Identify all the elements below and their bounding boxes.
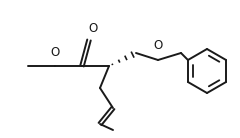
Text: O: O xyxy=(88,22,98,35)
Text: O: O xyxy=(153,39,163,52)
Text: O: O xyxy=(50,46,60,59)
